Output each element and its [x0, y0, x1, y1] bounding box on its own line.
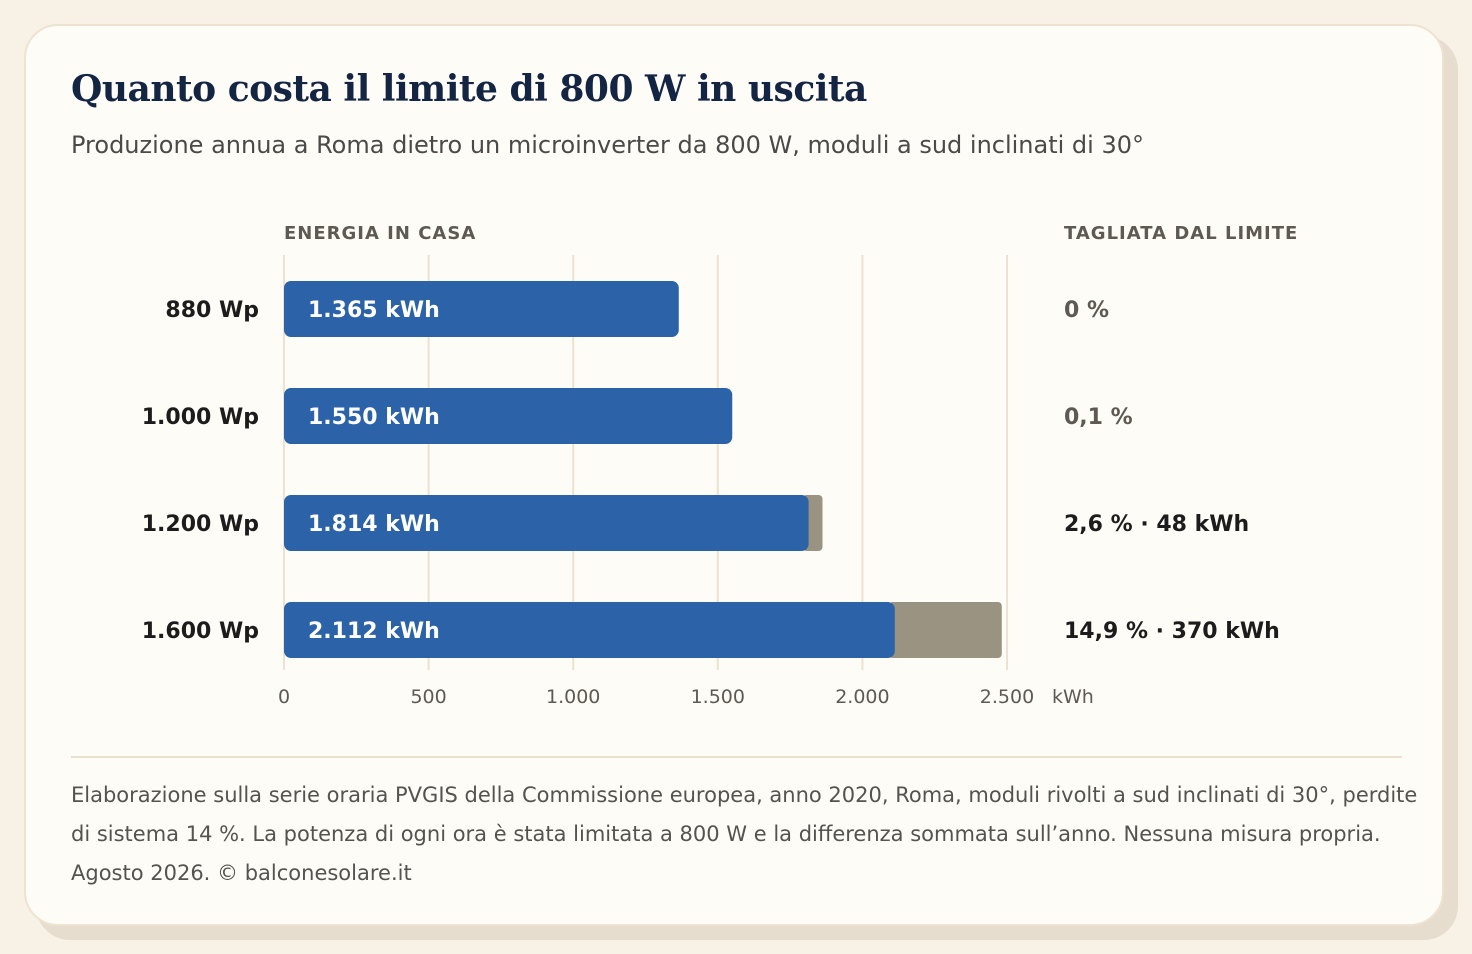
delivered-bar-3 [284, 602, 895, 658]
category-label-0: 880 Wp [165, 298, 259, 323]
footnote-divider [71, 756, 1402, 758]
bar-value-label-0: 1.365 kWh [308, 298, 440, 323]
clipped-label-0: 0 % [1064, 298, 1109, 323]
clipped-bar-3 [888, 602, 1002, 658]
bar-value-label-1: 1.550 kWh [308, 405, 440, 430]
footnote-line-3: Agosto 2026. © balconesolare.it [71, 861, 412, 885]
x-tick-label-1: 500 [410, 686, 446, 708]
delivered-bar-0 [284, 281, 679, 337]
delivered-bar-2 [284, 495, 809, 551]
x-unit-label: kWh [1052, 686, 1094, 708]
x-tick-label-3: 1.500 [691, 686, 745, 708]
category-label-3: 1.600 Wp [142, 619, 259, 644]
footnote-line-1: Elaborazione sulla serie oraria PVGIS de… [71, 783, 1418, 807]
bar-value-label-2: 1.814 kWh [308, 512, 440, 537]
bar-value-label-3: 2.112 kWh [308, 619, 440, 644]
clipped-label-3: 14,9 % · 370 kWh [1064, 619, 1280, 644]
x-tick-label-5: 2.500 [980, 686, 1034, 708]
chart-card [24, 24, 1444, 926]
footnote-line-2: di sistema 14 %. La potenza di ogni ora … [71, 822, 1381, 846]
chart-subtitle: Produzione annua a Roma dietro un microi… [71, 131, 1145, 159]
clipped-column-header: TAGLIATA DAL LIMITE [1064, 223, 1299, 244]
chart-title: Quanto costa il limite di 800 W in uscit… [71, 68, 867, 110]
clipped-label-1: 0,1 % [1064, 405, 1133, 430]
x-tick-label-4: 2.000 [835, 686, 889, 708]
delivered-bar-1 [284, 388, 733, 444]
footnote: Elaborazione sulla serie oraria PVGIS de… [71, 776, 1418, 893]
category-label-1: 1.000 Wp [142, 405, 259, 430]
energy-column-header: ENERGIA IN CASA [284, 223, 477, 244]
x-tick-label-0: 0 [278, 686, 290, 708]
category-label-2: 1.200 Wp [142, 512, 259, 537]
x-tick-label-2: 1.000 [546, 686, 600, 708]
clipped-label-2: 2,6 % · 48 kWh [1064, 512, 1249, 537]
